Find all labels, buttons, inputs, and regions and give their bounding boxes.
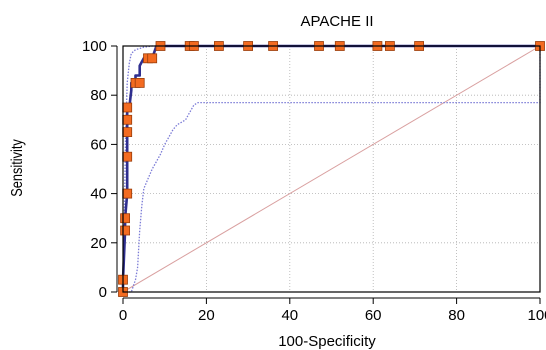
y-tick-label: 100 [82, 38, 107, 55]
x-tick-label: 40 [281, 307, 298, 324]
x-tick-label: 80 [448, 307, 465, 324]
roc-point [122, 114, 133, 125]
roc-point [122, 188, 133, 199]
ci-lower-line [123, 46, 541, 293]
roc-point [147, 53, 158, 64]
ci-upper-line [122, 45, 540, 293]
x-tick-label: 60 [365, 307, 382, 324]
x-tick-label: 20 [198, 307, 215, 324]
y-axis-label: Sensitivity [9, 139, 27, 197]
y-tick-label: 20 [90, 235, 107, 252]
series-layer [121, 44, 541, 293]
y-tick-label: 40 [90, 186, 107, 203]
roc-point [134, 78, 145, 88]
roc-point [122, 102, 133, 113]
axes-layer: 0 20 40 60 80 100 0 20 40 60 80 100 [82, 38, 546, 324]
roc-point [122, 127, 133, 137]
reference-line [122, 45, 541, 293]
x-axis-label: 100-Specificity [278, 333, 376, 350]
y-tick-label: 60 [90, 136, 107, 153]
x-tick-label: 0 [119, 307, 127, 324]
x-tick-label: 100 [527, 307, 546, 324]
roc-point [122, 151, 133, 162]
grid [123, 46, 540, 292]
chart-title: APACHE II [300, 13, 373, 30]
roc-point [120, 213, 130, 224]
plot-frame [122, 45, 541, 293]
y-tick-label: 0 [99, 284, 107, 301]
roc-point [120, 225, 130, 236]
y-tick-label: 80 [90, 87, 107, 104]
